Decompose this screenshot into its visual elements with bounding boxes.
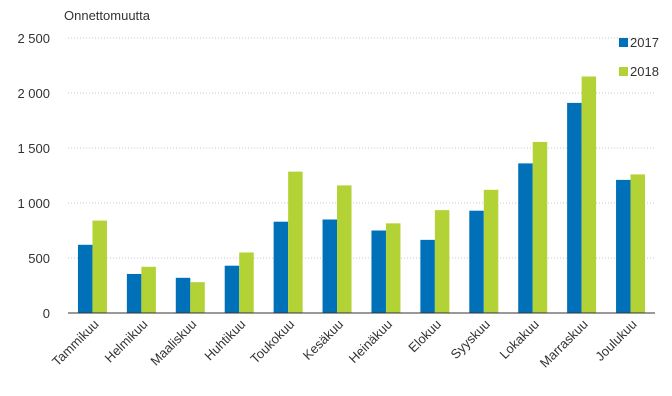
x-tick-label: Maaliskuu: [147, 317, 199, 369]
x-tick-label: Toukokuu: [247, 317, 297, 367]
bar-2018: [190, 282, 205, 313]
bar-2017: [371, 230, 386, 313]
y-tick-labels: 0 500 1 000 1 500 2 000 2 500: [17, 31, 50, 321]
bar-2018: [434, 210, 450, 313]
bar-2017: [224, 265, 240, 313]
bar-2018: [239, 252, 254, 313]
legend-label: 2018: [630, 64, 659, 79]
legend: 2017 2018: [619, 35, 659, 79]
bar-2018: [141, 266, 156, 313]
bar-2017: [322, 219, 338, 313]
bar-2018: [288, 171, 303, 313]
legend-swatch: [619, 38, 628, 47]
x-tick-label: Joulukuu: [592, 317, 639, 364]
gridlines: [68, 37, 655, 259]
bar-2017: [518, 163, 533, 313]
bar-2018: [337, 185, 352, 313]
y-tick-label: 500: [28, 251, 50, 266]
y-tick-label: 0: [43, 306, 50, 321]
bars: [77, 76, 646, 314]
x-tick-label: Tammikuu: [49, 317, 102, 370]
bar-2017: [469, 210, 484, 313]
bar-2018: [92, 220, 107, 313]
bar-2017: [273, 221, 289, 313]
bar-2017: [175, 277, 191, 313]
bar-2017: [616, 179, 631, 313]
y-tick-label: 1 500: [17, 141, 50, 156]
x-tick-label: Huhtikuu: [201, 317, 248, 364]
bar-2018: [581, 76, 597, 313]
bar-2018: [483, 189, 499, 313]
y-tick-label: 2 500: [17, 31, 50, 46]
bar-2018: [532, 141, 548, 313]
bar-2018: [630, 174, 646, 313]
x-tick-label: Marraskuu: [537, 317, 591, 371]
x-tick-label: Helmikuu: [102, 317, 151, 366]
x-tick-label: Lokakuu: [496, 317, 541, 362]
x-tick-label: Elokuu: [405, 317, 444, 356]
x-tick-label: Syyskuu: [448, 317, 493, 362]
x-tick-label: Heinäkuu: [346, 317, 395, 366]
legend-label: 2017: [630, 35, 659, 50]
bar-2018: [385, 223, 401, 313]
y-tick-label: 1 000: [17, 196, 50, 211]
y-axis-label: Onnettomuutta: [64, 8, 151, 23]
bar-2017: [567, 102, 582, 314]
bar-2017: [77, 244, 93, 313]
y-tick-label: 2 000: [17, 86, 50, 101]
x-tick-label: Kesäkuu: [300, 317, 346, 363]
bar-2017: [126, 273, 142, 313]
legend-swatch: [619, 67, 628, 76]
bar-2017: [420, 239, 435, 313]
